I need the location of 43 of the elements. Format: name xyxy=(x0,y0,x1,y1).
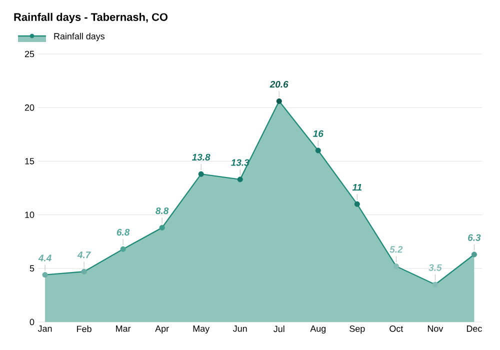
data-label: 3.5 xyxy=(428,264,442,271)
x-tick-label: Apr xyxy=(155,326,169,334)
x-tick-label: Dec xyxy=(466,326,482,332)
point xyxy=(120,246,126,252)
point xyxy=(159,224,165,230)
y-tick-label: 25 xyxy=(24,50,34,58)
y-tick-label: 5 xyxy=(30,265,34,272)
x-tick-label: Jun xyxy=(233,326,247,332)
point xyxy=(198,171,204,177)
legend-label: Rainfall days xyxy=(54,32,105,42)
point xyxy=(354,201,360,207)
data-label: 11 xyxy=(352,184,362,191)
chart-title: Rainfall days - Tabernash, CO xyxy=(14,12,168,24)
point xyxy=(237,176,243,182)
y-tick-label: 0 xyxy=(30,318,34,326)
data-label: 8.8 xyxy=(156,207,169,214)
x-tick-label: Sep xyxy=(350,326,365,334)
x-tick-label: Jan xyxy=(38,326,52,332)
y-tick-label: 10 xyxy=(25,212,34,218)
x-tick-label: May xyxy=(193,326,210,334)
point xyxy=(393,263,399,270)
x-tick-label: Aug xyxy=(310,326,326,334)
data-label: 6.8 xyxy=(116,228,130,236)
data-label: 4.7 xyxy=(77,252,91,258)
x-tick-label: Feb xyxy=(77,326,92,332)
data-label: 4.4 xyxy=(38,254,52,262)
point xyxy=(276,98,282,104)
data-label: 20.6 xyxy=(270,80,288,88)
point xyxy=(315,148,321,154)
point xyxy=(471,252,477,258)
point xyxy=(81,268,87,274)
y-tick-label: 20 xyxy=(24,104,34,111)
point xyxy=(42,272,48,278)
data-label: 16 xyxy=(313,130,324,137)
x-tick-label: Jul xyxy=(274,326,284,332)
y-tick-label: 15 xyxy=(25,158,34,164)
point xyxy=(432,282,438,288)
data-label: 5.2 xyxy=(390,246,403,253)
data-label: 13.8 xyxy=(192,154,210,161)
x-tick-label: Nov xyxy=(428,326,444,332)
x-tick-label: Oct xyxy=(390,326,404,332)
x-tick-label: Mar xyxy=(116,326,131,332)
data-label: 6.3 xyxy=(468,234,481,241)
